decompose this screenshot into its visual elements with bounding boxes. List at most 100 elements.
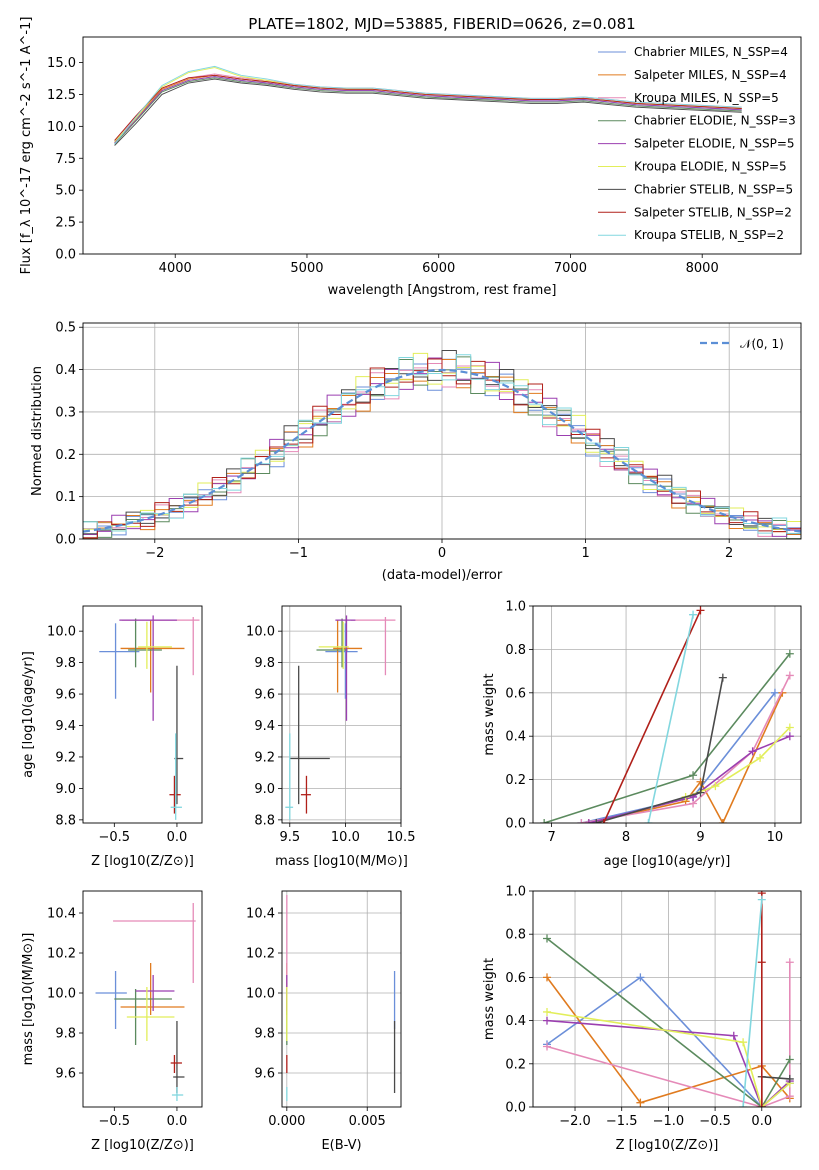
residuals-ytick-label: 0.1 [55, 490, 76, 505]
massweight_vs_age-marker-5 [756, 753, 765, 762]
age_vs_Z-ytick-label: 10.0 [47, 625, 76, 640]
mass_vs_Z-axes [79, 912, 178, 1111]
massweight_vs_Z-marker-8 [739, 1103, 748, 1107]
massweight_vs_age-ytick-label: 0.2 [505, 773, 526, 788]
massweight_vs_age-marker-0 [770, 688, 779, 697]
massweight_vs_age-marker-5 [711, 782, 720, 791]
age_vs_Z-frame [82, 605, 203, 824]
spectrum-legend-entry: Kroupa ELODIE, N_SSP=5 [634, 160, 787, 174]
spectrum-ytick-label: 12.5 [47, 88, 76, 103]
residuals-axes [79, 323, 801, 543]
massweight_vs_age-ytick-label: 0.8 [505, 643, 526, 658]
massweight_vs_age-xtick-label: 9 [696, 830, 704, 845]
massweight_vs_Z-line-4 [546, 1019, 791, 1107]
massweight_vs_Z-xtick-label: −2.0 [559, 1114, 591, 1129]
mass_vs_Z-ytick-label: 10.4 [47, 907, 76, 922]
massweight_vs_age-marker-6 [696, 788, 705, 797]
mass_vs_ebv-ytick-label: 9.6 [254, 1067, 275, 1082]
massweight_vs_Z-xtick-label: 0.0 [751, 1114, 772, 1129]
age_vs_mass-xtick-label: 10.5 [387, 830, 416, 845]
massweight_vs_age-marker-8 [644, 819, 653, 823]
spectrum-ytick-label: 5.0 [55, 184, 76, 199]
massweight_vs_age-marker-7 [599, 819, 608, 823]
residuals-ytick-label: 0.4 [55, 363, 76, 378]
spectrum-ytick-label: 15.0 [47, 56, 76, 71]
massweight_vs_Z-line-2 [546, 962, 791, 1107]
massweight_vs_Z-ylabel: mass weight [482, 958, 497, 1040]
spectrum-line-4 [114, 76, 742, 144]
massweight_vs_age-frame [532, 605, 802, 824]
age_vs_Z-xtick-label: 0.0 [167, 830, 188, 845]
spectrum-line-6 [114, 78, 742, 146]
massweight_vs_Z-xtick-label: −1.5 [606, 1114, 638, 1129]
mass_vs_ebv-xtick-label: 0.005 [349, 1114, 386, 1129]
massweight_vs_age-ytick-label: 0.0 [505, 817, 526, 832]
massweight_vs_age-lines-group [540, 606, 794, 823]
mass_vs_Z-ylabel: mass [log10(M/M⊙)] [21, 933, 36, 1066]
age_vs_Z-ytick-label: 9.4 [55, 719, 76, 734]
mass_vs_Z-xtick-label: 0.0 [167, 1114, 188, 1129]
spectrum-xtick-label: 4000 [159, 261, 192, 276]
age_vs_mass-frame [281, 605, 402, 824]
massweight_vs_age-xlabel: age [log10(age/yr)] [604, 854, 731, 869]
spectrum-line-3 [114, 77, 742, 145]
spectrum-ylabel: Flux [f_λ 10^-17 erg cm^-2 s^-1 A^-1] [19, 17, 34, 275]
age_vs_Z-axes [79, 630, 178, 827]
age_vs_Z-ylabel: age [log10(age/yr)] [21, 651, 36, 778]
spectrum-ytick-label: 2.5 [55, 216, 76, 231]
mass_vs_Z-xlabel: Z [log10(Z/Z⊙)] [91, 1138, 194, 1153]
residuals-ylabel: Normed distribution [30, 366, 45, 496]
age_vs_mass-xtick-label: 10.0 [331, 830, 360, 845]
massweight_vs_Z-marker-1 [636, 1098, 645, 1107]
massweight_vs_Z-marker-8 [757, 895, 766, 904]
spectrum-xtick-label: 5000 [290, 261, 323, 276]
residuals-ytick-label: 0.0 [55, 533, 76, 548]
massweight_vs_age-xtick-label: 10 [767, 830, 784, 845]
spectrum-xlabel: wavelength [Angstrom, rest frame] [328, 283, 557, 298]
massweight_vs_age-marker-2 [785, 671, 794, 680]
massweight_vs_age-marker-8 [689, 610, 698, 619]
age_vs_Z-ytick-label: 9.2 [55, 750, 76, 765]
massweight_vs_age-axes [529, 605, 801, 827]
residuals-ytick-label: 0.2 [55, 448, 76, 463]
massweight_vs_age-marker-5 [785, 723, 794, 732]
age_vs_mass-axes [278, 606, 402, 827]
massweight_vs_Z-ytick-label: 0.0 [505, 1101, 526, 1116]
massweight_vs_Z-marker-4 [543, 1016, 552, 1025]
massweight_vs_age-marker-3 [689, 771, 698, 780]
residuals-xtick-label: −2 [145, 546, 164, 561]
spectrum-legend-entry: Salpeter STELIB, N_SSP=2 [634, 205, 792, 219]
residuals-xtick-label: 1 [581, 546, 589, 561]
age_vs_mass-ytick-label: 10.0 [246, 625, 275, 640]
massweight_vs_age-marker-3 [785, 649, 794, 658]
spectrum-legend-entry: Chabrier MILES, N_SSP=4 [634, 45, 788, 59]
massweight_vs_Z-marker-7 [757, 958, 766, 967]
massweight_vs_Z-marker-7 [757, 1103, 766, 1107]
figure-title: PLATE=1802, MJD=53885, FIBERID=0626, z=0… [248, 15, 635, 33]
massweight_vs_age-xtick-label: 7 [547, 830, 555, 845]
residuals-frame [82, 322, 802, 540]
age_vs_mass-points-group [285, 615, 396, 820]
massweight_vs_Z-marker-6 [785, 1074, 794, 1083]
massweight_vs_age-ytick-label: 0.4 [505, 730, 526, 745]
age_vs_mass-ytick-label: 9.6 [254, 688, 275, 703]
mass_vs_ebv-xtick-label: 0.000 [268, 1114, 305, 1129]
mass_vs_Z-points-group [95, 903, 196, 1101]
massweight_vs_Z-marker-5 [543, 1007, 552, 1016]
age_vs_Z-ytick-label: 8.8 [55, 813, 76, 828]
massweight_vs_age-marker-4 [584, 819, 593, 823]
residuals-hist-group [83, 349, 801, 539]
massweight_vs_age-ytick-label: 1.0 [505, 600, 526, 615]
residuals-xtick-label: 0 [438, 546, 446, 561]
mass_vs_ebv-ytick-label: 10.2 [246, 947, 275, 962]
spectrum-line-7 [114, 74, 742, 141]
age_vs_mass-ytick-label: 9.4 [254, 719, 275, 734]
spectrum-legend-entry: Kroupa STELIB, N_SSP=2 [634, 228, 784, 242]
spectrum-line-2 [114, 73, 742, 141]
massweight_vs_age-marker-1 [718, 819, 727, 823]
age_vs_mass-xlabel: mass [log10(M/M⊙)] [275, 854, 408, 869]
mass_vs_Z-xtick-label: −0.5 [99, 1114, 131, 1129]
massweight_vs_age-marker-4 [785, 732, 794, 741]
residuals-ytick-label: 0.5 [55, 321, 76, 336]
